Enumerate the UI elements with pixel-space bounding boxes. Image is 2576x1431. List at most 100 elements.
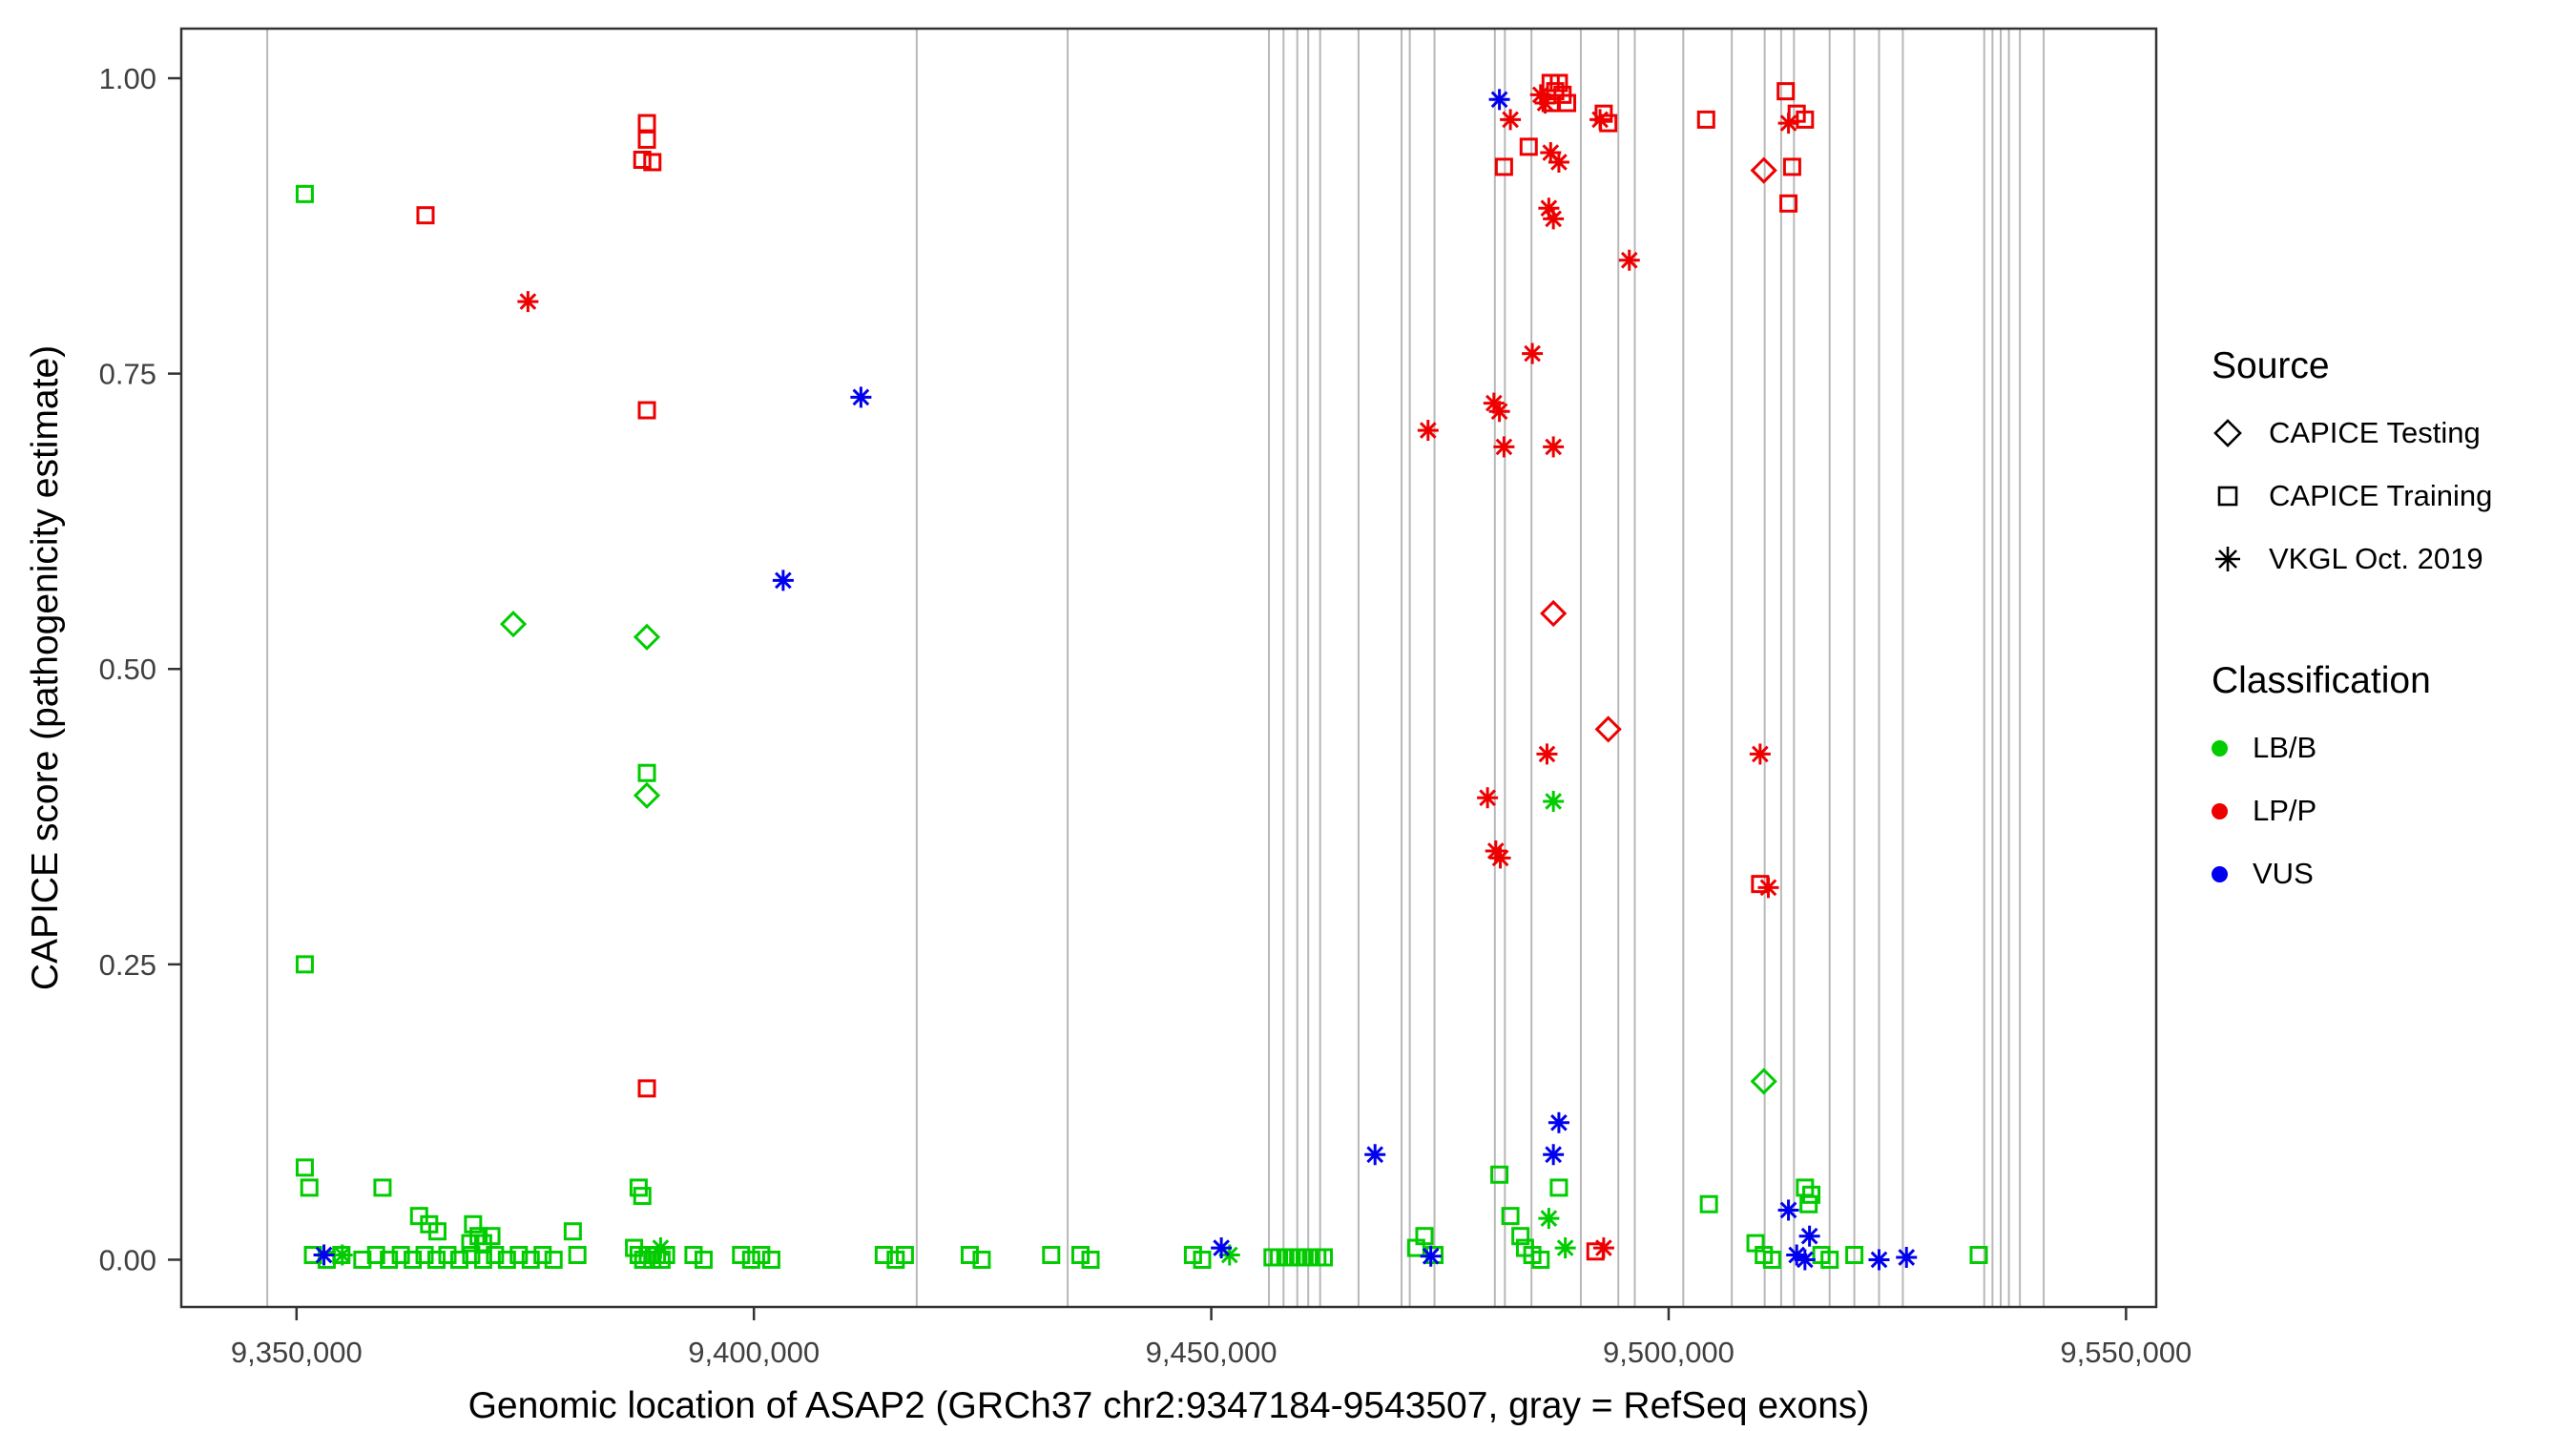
data-point-square — [300, 1178, 319, 1197]
data-point-square — [373, 1178, 392, 1197]
data-point-square — [1193, 1250, 1212, 1269]
legend-classification-group: Classification LB/B LP/P VUS — [2212, 660, 2574, 891]
data-point-asterisk — [1548, 151, 1569, 173]
legend-item-capice-training: CAPICE Training — [2212, 479, 2574, 513]
data-point-asterisk — [1554, 1237, 1576, 1259]
data-point-asterisk — [1777, 1199, 1799, 1221]
data-point-square — [694, 1250, 713, 1269]
data-point-square — [637, 401, 656, 420]
legend: Source CAPICE Testing CAPICE Training — [2212, 345, 2574, 920]
data-point-asterisk — [1420, 1245, 1442, 1267]
data-point-asterisk — [1543, 208, 1565, 230]
diamond-marker-icon — [2213, 419, 2242, 447]
data-point-square — [1415, 1227, 1434, 1246]
data-point-asterisk — [1543, 1144, 1565, 1166]
legend-item-vkgl: VKGL Oct. 2019 — [2212, 542, 2574, 576]
data-point-square — [1081, 1250, 1100, 1269]
data-point-asterisk — [1538, 1208, 1560, 1230]
data-point-square — [482, 1227, 501, 1246]
data-point-square — [1969, 1246, 1988, 1265]
x-tick-label: 9,350,000 — [231, 1336, 363, 1369]
legend-item-label: VUS — [2253, 857, 2314, 890]
data-point-asterisk — [1488, 401, 1510, 423]
data-point-diamond — [1540, 599, 1568, 628]
data-point-asterisk — [331, 1244, 353, 1266]
data-point-square — [972, 1250, 991, 1269]
data-point-diamond — [633, 781, 661, 809]
data-point-square — [1519, 137, 1538, 156]
data-point-diamond — [1750, 1068, 1777, 1095]
data-point-asterisk — [1522, 342, 1544, 364]
data-point-square — [629, 1246, 648, 1265]
y-tick-label: 0.50 — [99, 653, 156, 686]
data-point-square — [1531, 1250, 1550, 1269]
data-point-square — [1796, 110, 1815, 129]
data-point-asterisk — [1592, 1237, 1614, 1259]
data-point-square — [643, 1250, 662, 1269]
data-point-square — [391, 1246, 410, 1265]
data-point-square — [1501, 1207, 1520, 1226]
data-point-asterisk — [1211, 1237, 1233, 1259]
data-point-square — [643, 153, 662, 172]
data-point-square — [1845, 1246, 1864, 1265]
data-point-square — [449, 1250, 468, 1269]
data-point-square — [1070, 1246, 1090, 1265]
data-point-asterisk — [1500, 109, 1522, 131]
legend-item-label: LB/B — [2253, 731, 2317, 764]
data-point-square — [1776, 82, 1796, 101]
data-point-square — [741, 1250, 760, 1269]
data-point-square — [462, 1246, 481, 1265]
data-point-square — [544, 1250, 563, 1269]
data-point-square — [1549, 1178, 1568, 1197]
x-tick-label: 9,500,000 — [1603, 1336, 1735, 1369]
data-point-square — [438, 1246, 457, 1265]
data-point-square — [732, 1246, 751, 1265]
legend-item-label: VKGL Oct. 2019 — [2269, 542, 2483, 575]
data-point-asterisk — [1543, 790, 1565, 812]
data-point-square — [1820, 1250, 1839, 1269]
data-point-asterisk — [1534, 93, 1556, 114]
data-point-square — [1782, 157, 1801, 176]
data-point-square — [1802, 1185, 1821, 1204]
data-point-square — [568, 1246, 587, 1265]
data-point-asterisk — [1868, 1249, 1890, 1271]
data-point-square — [1799, 1194, 1818, 1213]
data-point-square — [521, 1250, 540, 1269]
legend-item-lbb: LB/B — [2212, 731, 2574, 765]
data-point-square — [497, 1250, 516, 1269]
data-point-square — [886, 1250, 905, 1269]
data-point-square — [427, 1222, 447, 1241]
data-point-square — [1699, 1194, 1718, 1213]
data-point-square — [895, 1246, 914, 1265]
data-point-asterisk — [1798, 1225, 1820, 1247]
legend-classification-title: Classification — [2212, 660, 2431, 701]
data-point-diamond — [1750, 156, 1777, 184]
data-point-asterisk — [1589, 109, 1611, 131]
data-point-square — [473, 1250, 492, 1269]
data-point-square — [1779, 194, 1798, 213]
data-point-square — [634, 1250, 653, 1269]
data-point-asterisk — [650, 1237, 672, 1259]
legend-item-vus: VUS — [2212, 857, 2574, 891]
data-point-square — [416, 206, 435, 225]
data-point-square — [353, 1250, 372, 1269]
data-point-square — [684, 1246, 703, 1265]
data-point-square — [1183, 1246, 1202, 1265]
y-tick-label: 1.00 — [99, 62, 156, 95]
data-point-square — [637, 763, 656, 782]
data-point-square — [415, 1246, 434, 1265]
data-point-square — [366, 1246, 385, 1265]
data-point-square — [486, 1246, 505, 1265]
data-point-square — [1042, 1246, 1061, 1265]
data-point-asterisk — [1489, 847, 1511, 869]
data-point-square — [1490, 1165, 1509, 1184]
data-point-square — [633, 1187, 652, 1206]
y-tick-label: 0.25 — [99, 948, 156, 982]
data-point-square — [295, 184, 314, 203]
data-point-square — [637, 1079, 656, 1098]
legend-source-group: Source CAPICE Testing CAPICE Training — [2212, 345, 2574, 576]
data-point-square — [533, 1246, 552, 1265]
data-point-square — [633, 150, 652, 169]
data-point-asterisk — [1548, 1111, 1569, 1133]
data-point-square — [563, 1222, 582, 1241]
